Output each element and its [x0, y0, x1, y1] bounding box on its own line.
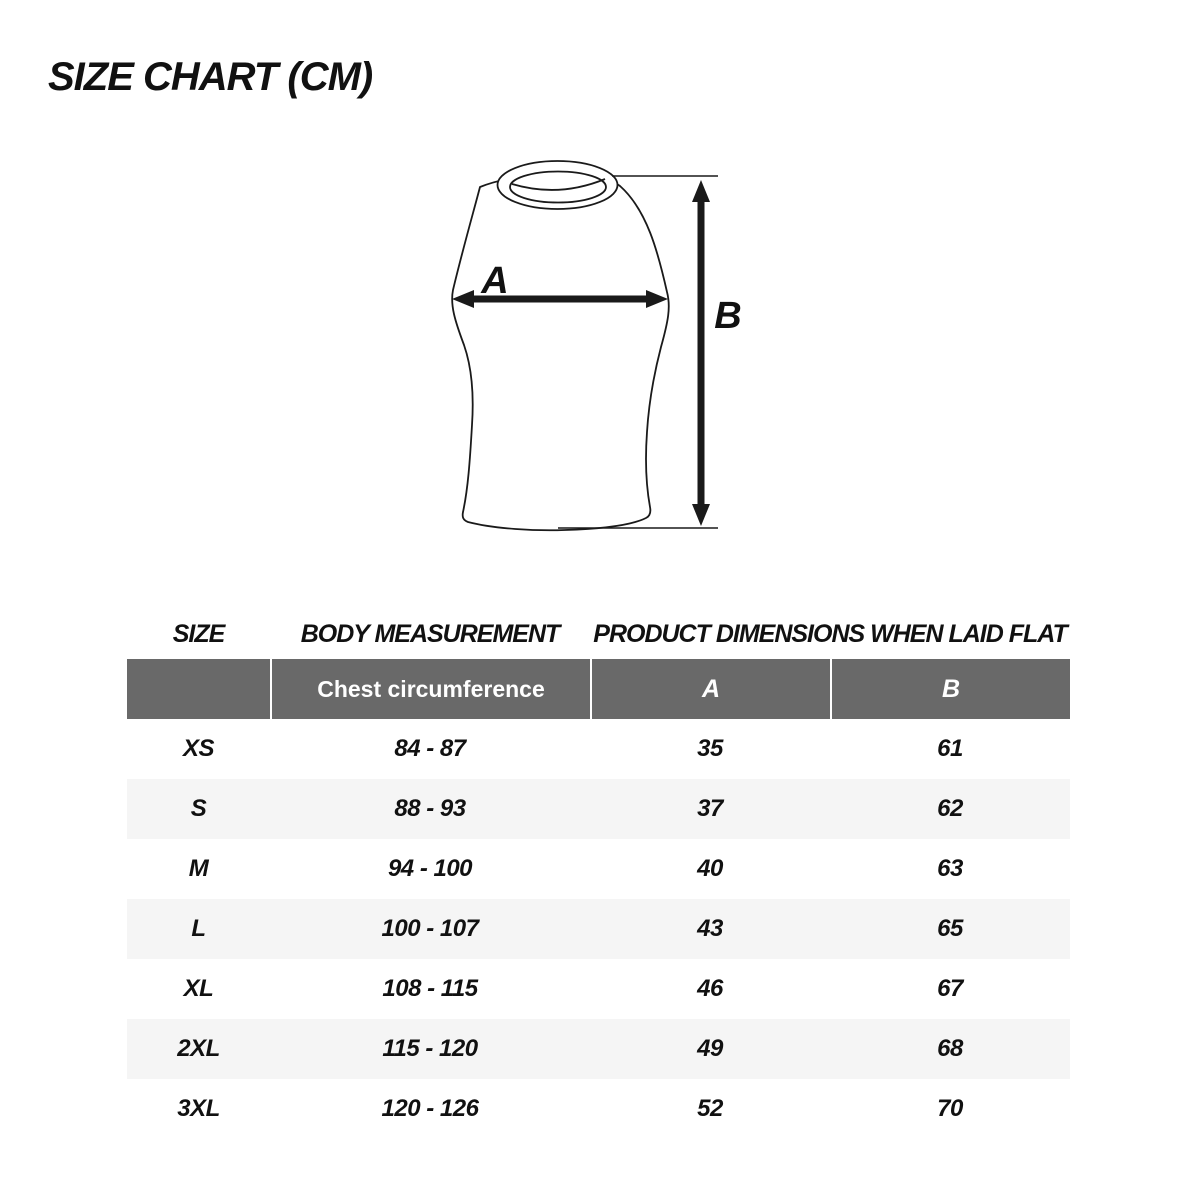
table-row-3xl: 3XL 120 - 126 52 70: [127, 1079, 1070, 1139]
chest-range: 88 - 93: [394, 795, 466, 822]
size-label: XS: [182, 735, 215, 762]
dimension-a: 35: [697, 735, 723, 762]
back-neckline: [511, 178, 606, 191]
page-title: SIZE CHART (CM): [48, 55, 373, 99]
size-chart-table: SIZE BODY MEASUREMENT PRODUCT DIMENSIONS…: [127, 600, 1070, 1139]
dimension-a: 37: [697, 795, 723, 822]
table-body: XS 84 - 87 35 61 S 88 - 93 37 62 M 94 - …: [127, 719, 1070, 1139]
dimension-b: 68: [937, 1035, 963, 1062]
size-label: XL: [183, 975, 214, 1002]
chest-range: 84 - 87: [394, 735, 466, 762]
size-label: 3XL: [177, 1095, 220, 1122]
group-header-size: SIZE: [172, 620, 226, 648]
subheader-a: A: [590, 659, 830, 719]
dimension-a: 46: [697, 975, 723, 1002]
table-subheader-row: Chest circumference A B: [127, 659, 1070, 719]
width-arrow-right-head: [646, 290, 668, 308]
length-arrow-label: B: [714, 295, 741, 337]
dimension-a: 49: [697, 1035, 723, 1062]
dimension-b: 70: [937, 1095, 963, 1122]
table-row-xl: XL 108 - 115 46 67: [127, 959, 1070, 1019]
dimension-a: 40: [697, 855, 723, 882]
table-group-header-row: SIZE BODY MEASUREMENT PRODUCT DIMENSIONS…: [127, 600, 1070, 659]
dimension-b: 62: [937, 795, 963, 822]
dimension-a: 43: [697, 915, 723, 942]
table-row-2xl: 2XL 115 - 120 49 68: [127, 1019, 1070, 1079]
collar-inner-outline: [509, 170, 607, 204]
subheader-empty: [127, 659, 270, 719]
subheader-chest-circumference: Chest circumference: [270, 659, 590, 719]
dimension-b: 67: [937, 975, 963, 1002]
size-label: 2XL: [177, 1035, 220, 1062]
chest-range: 108 - 115: [382, 975, 478, 1002]
tank-top-outline: [451, 173, 670, 532]
size-label: M: [188, 855, 209, 882]
width-arrow-left-head: [452, 290, 474, 308]
chest-range: 94 - 100: [387, 855, 473, 882]
length-arrow-top-head: [692, 180, 710, 202]
dimension-a: 52: [697, 1095, 723, 1122]
garment-measurement-diagram: A B: [430, 148, 760, 560]
dimension-b: 63: [937, 855, 963, 882]
dimension-b: 61: [937, 735, 963, 762]
chest-range: 100 - 107: [381, 915, 479, 942]
group-header-product-dimensions: PRODUCT DIMENSIONS WHEN LAID FLAT: [593, 620, 1067, 648]
size-label: L: [191, 915, 206, 942]
width-arrow-label: A: [480, 260, 508, 302]
chest-range: 115 - 120: [382, 1035, 478, 1062]
table-row-s: S 88 - 93 37 62: [127, 779, 1070, 839]
table-row-xs: XS 84 - 87 35 61: [127, 719, 1070, 779]
table-row-l: L 100 - 107 43 65: [127, 899, 1070, 959]
group-header-body-measurement: BODY MEASUREMENT: [300, 620, 561, 648]
dimension-b: 65: [937, 915, 963, 942]
tank-top-drawing: A B: [451, 160, 742, 532]
table-row-m: M 94 - 100 40 63: [127, 839, 1070, 899]
length-arrow-bottom-head: [692, 504, 710, 526]
subheader-b: B: [830, 659, 1070, 719]
size-label: S: [190, 795, 207, 822]
chest-range: 120 - 126: [381, 1095, 479, 1122]
